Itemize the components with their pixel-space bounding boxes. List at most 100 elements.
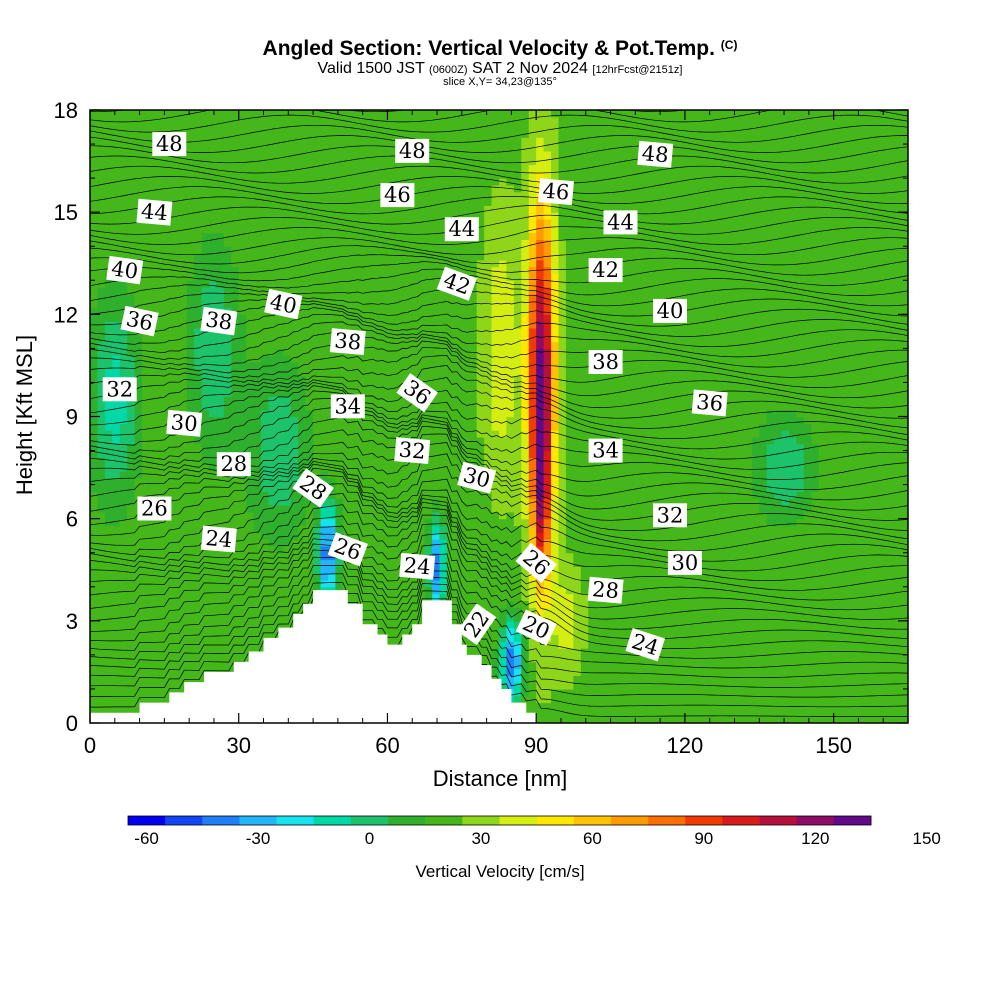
velocity-cell [424,321,433,329]
velocity-cell [335,362,344,370]
velocity-cell [350,191,359,200]
velocity-cell [127,184,136,193]
velocity-cell [484,436,493,445]
velocity-cell [90,348,99,356]
velocity-cell [372,600,381,608]
velocity-cell [350,232,359,241]
velocity-cell [112,171,121,179]
velocity-cell [283,464,292,472]
velocity-cell [409,239,418,247]
velocity-cell [335,579,344,588]
velocity-cell [313,464,322,472]
velocity-cell [409,430,418,438]
velocity-cell [327,123,336,132]
velocity-cell [275,573,284,581]
velocity-cell [261,110,270,118]
velocity-cell [208,464,218,472]
velocity-cell [97,545,106,554]
velocity-cell [454,491,463,499]
velocity-cell [327,293,336,302]
velocity-cell [90,436,99,445]
velocity-cell [179,205,188,213]
velocity-cell [164,348,173,356]
velocity-cell [253,341,262,349]
velocity-cell [97,273,106,281]
velocity-cell [104,205,113,213]
velocity-cell [119,525,128,533]
velocity-cell [201,232,210,241]
velocity-cell [186,287,195,295]
velocity-cell [208,436,218,445]
velocity-cell [97,212,106,220]
velocity-cell [365,457,374,465]
velocity-cell [283,218,292,227]
velocity-cell [179,178,188,186]
velocity-cell [216,593,225,601]
velocity-cell [342,491,351,499]
velocity-cell [432,552,441,561]
velocity-cell [253,593,262,601]
velocity-cell [142,695,151,704]
velocity-cell [417,348,426,356]
velocity-cell [491,416,500,424]
velocity-cell [246,171,255,179]
velocity-cell [424,402,433,411]
velocity-cell [90,402,99,411]
velocity-cell [194,314,203,322]
velocity-cell [90,491,99,499]
velocity-cell [313,436,322,445]
velocity-cell [499,648,508,656]
velocity-cell [290,137,299,145]
velocity-cell [394,552,403,561]
velocity-cell [134,150,143,159]
velocity-cell [290,184,299,193]
velocity-cell [305,212,314,220]
velocity-cell [394,430,403,438]
velocity-cell [283,273,292,281]
velocity-cell [246,579,255,588]
velocity-cell [253,191,262,200]
velocity-cell [305,321,314,329]
velocity-cell [268,212,277,220]
velocity-cell [90,327,99,336]
velocity-cell [327,273,336,281]
velocity-cell [261,627,270,636]
velocity-cell [186,137,195,145]
velocity-cell [104,184,113,193]
velocity-cell [387,178,396,186]
velocity-cell [246,178,255,186]
velocity-cell [476,457,485,465]
velocity-cell [186,559,195,567]
velocity-cell [305,280,314,288]
velocity-cell [149,416,158,424]
velocity-cell [231,110,240,118]
velocity-cell [342,246,351,254]
velocity-cell [149,382,158,390]
velocity-cell [104,586,113,595]
velocity-cell [90,614,99,622]
velocity-cell [97,573,106,581]
velocity-cell [246,293,255,302]
velocity-cell [142,566,151,574]
velocity-cell [320,246,329,254]
velocity-cell [127,654,136,663]
velocity-cell [97,198,106,206]
velocity-cell [268,341,277,349]
velocity-cell [231,614,240,622]
velocity-cell [320,266,329,275]
velocity-cell [112,518,121,527]
velocity-cell [149,184,158,193]
velocity-cell [305,443,314,452]
velocity-cell [432,191,441,200]
velocity-cell [194,375,203,384]
velocity-cell [164,300,173,309]
velocity-cell [127,539,136,547]
velocity-cell [461,205,470,213]
velocity-cell [216,293,225,302]
velocity-cell [104,280,113,288]
velocity-cell [409,300,418,309]
velocity-cell [335,171,344,179]
velocity-cell [298,368,307,377]
velocity-cell [387,355,396,363]
velocity-cell [149,334,158,343]
